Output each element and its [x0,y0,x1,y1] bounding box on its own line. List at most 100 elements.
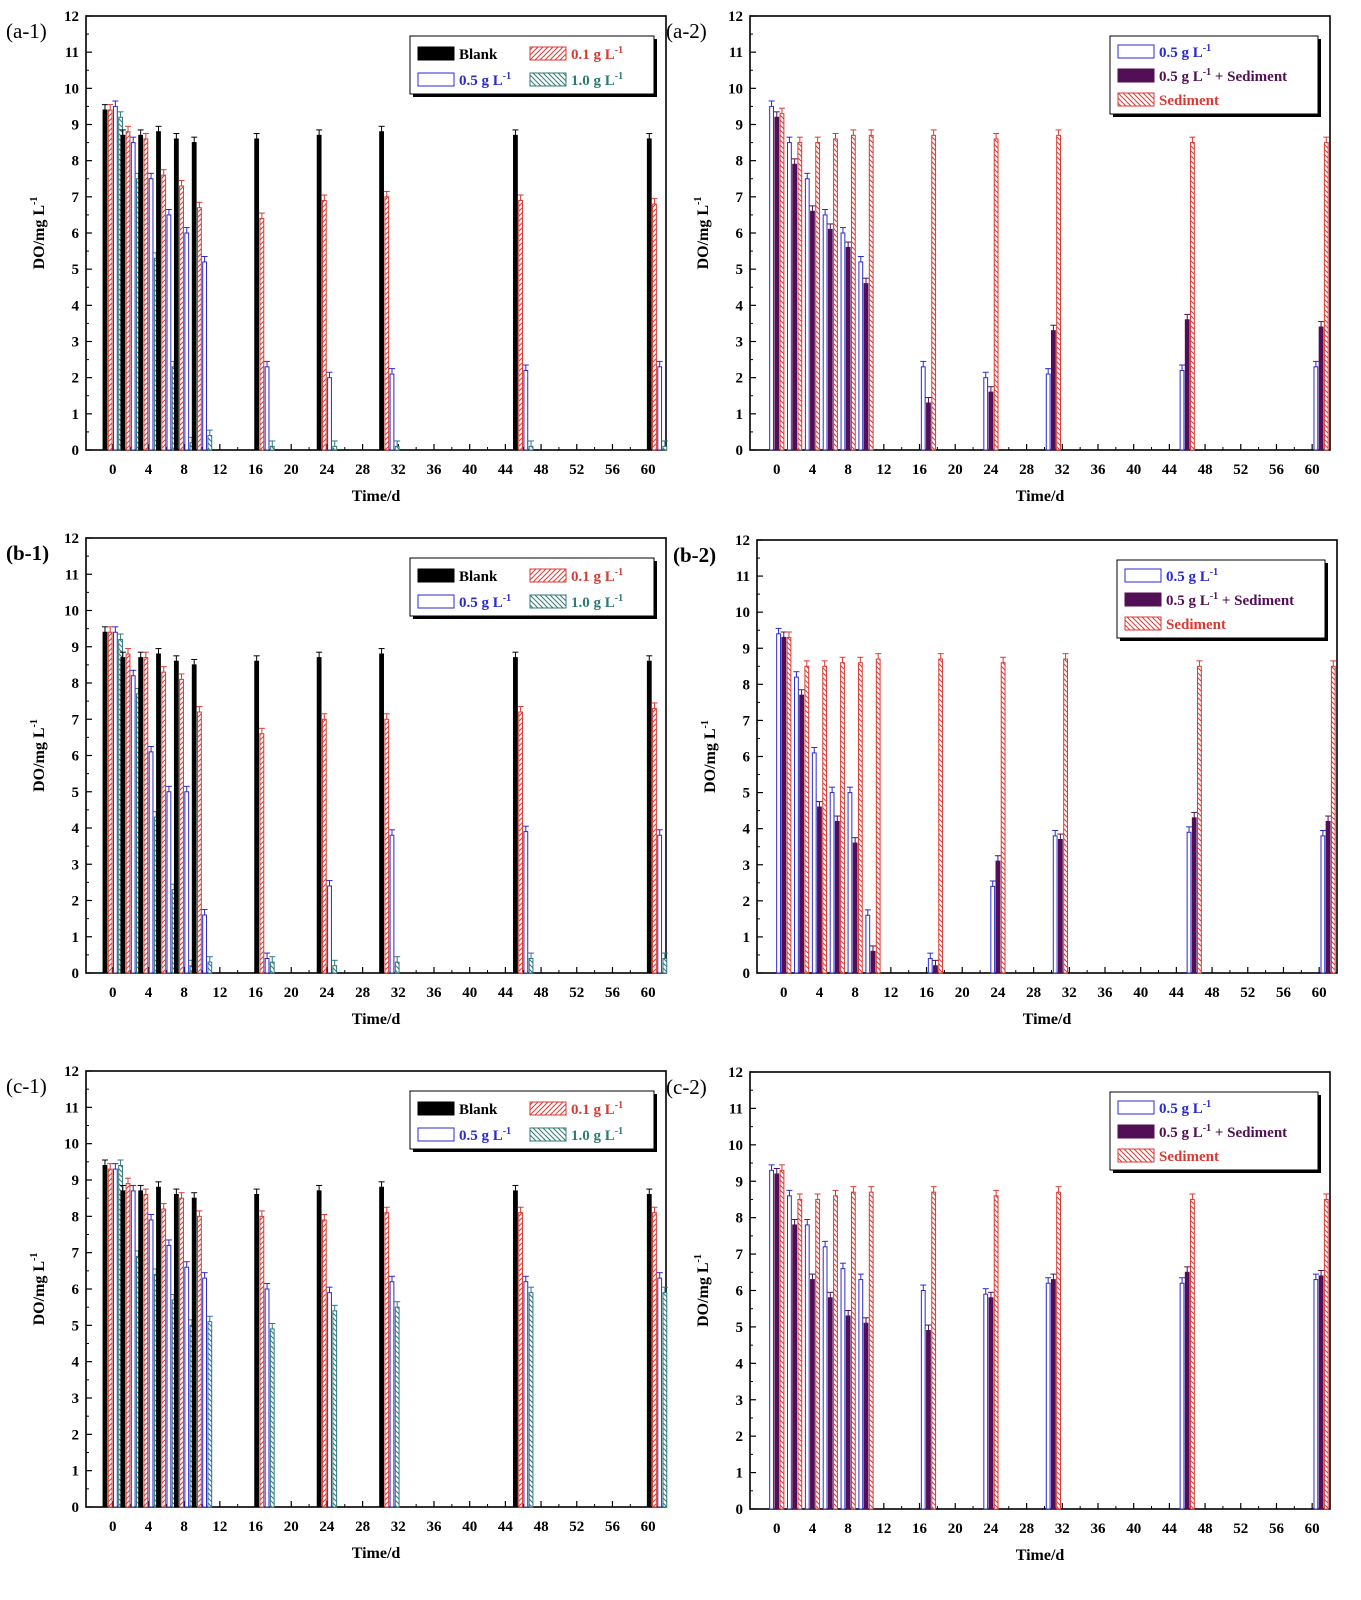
bar-sediment-day-8 [850,134,856,451]
bar-c10-day-17 [269,1328,275,1508]
bar-sediment-day-46 [1190,142,1195,451]
x-tick-label: 44 [498,462,514,478]
bar-sed_combo-day-4 [817,806,822,974]
y-axis-label: DO/mg L-1 [29,197,48,270]
y-axis-label: DO/mg L-1 [693,197,712,270]
bar-sediment-day-61 [1323,1198,1329,1510]
y-tick-label: 4 [743,822,751,838]
legend-swatch [1124,592,1162,607]
bar-blank-day-24 [316,134,322,451]
y-tick-label: 5 [743,786,751,802]
bar-blank-day-0 [102,1164,108,1508]
legend-label: 0.5 g L-1 [1159,43,1211,61]
bar-c10-day-46 [528,445,534,451]
x-tick-label: 32 [391,462,406,478]
bar-sed_combo-day-2 [799,694,805,974]
bar-c05-day-6 [166,214,172,451]
bar-sediment-day-17 [938,658,944,974]
y-tick-label: 12 [64,1064,79,1080]
bar-c01-day-10 [197,207,202,451]
legend-label: 0.5 g L-1 + Sediment [1159,67,1287,85]
bar-c05-day-61 [657,366,663,451]
y-axis-label: DO/mg L-1 [693,1254,712,1327]
bar-sediment-day-8 [850,1191,856,1510]
legend-label: 0.5 g L-1 + Sediment [1166,591,1294,609]
x-tick-label: 36 [427,462,443,478]
x-tick-label: 8 [180,985,188,1001]
bar-c05-day-0 [769,105,774,451]
bar-blank-day-46 [513,1190,518,1508]
bar-blank-day-4 [138,1190,144,1508]
bar-c05-day-17 [927,958,933,974]
bar-c01-day-61 [652,707,657,974]
legend-swatch [417,46,455,61]
y-tick-label: 9 [72,1173,80,1189]
bar-sediment-day-4 [815,1198,821,1510]
bar-c05-day-46 [523,831,529,974]
bar-sediment-day-24 [993,138,999,451]
panel-label: (c-2) [666,1075,707,1099]
x-tick-label: 0 [109,985,117,1001]
legend-label: 0.5 g L-1 [1166,567,1218,585]
x-tick-label: 32 [391,1519,406,1535]
x-tick-label: 12 [212,462,227,478]
bar-c05-day-24 [327,885,332,974]
x-axis-label: Time/d [352,488,401,505]
bar-c01-day-0 [107,631,113,974]
bar-sediment-day-24 [1000,662,1006,974]
x-tick-label: 4 [816,985,824,1001]
x-tick-label: 12 [883,985,898,1001]
x-tick-label: 28 [1026,985,1041,1001]
y-tick-label: 0 [72,966,80,982]
bar-c05-day-8 [840,232,846,451]
y-tick-label: 4 [736,298,744,314]
y-tick-label: 8 [72,676,80,692]
legend-swatch [1117,92,1155,107]
y-tick-label: 2 [72,1427,80,1443]
x-tick-label: 44 [1162,1521,1178,1537]
legend-swatch [417,72,455,87]
bar-blank-day-4 [138,657,144,974]
bar-c01-day-46 [518,199,524,451]
x-tick-label: 56 [1269,462,1285,478]
bar-c05-day-6 [829,792,835,974]
bar-c01-day-0 [107,1168,113,1508]
y-tick-label: 8 [736,154,744,170]
bar-sed_combo-day-2 [792,163,798,451]
bar-blank-day-2 [120,134,126,451]
legend-swatch [1124,616,1162,631]
bar-sed_combo-day-31 [1057,838,1063,974]
y-tick-label: 10 [728,81,743,97]
bar-c05-day-2 [787,142,792,451]
x-tick-label: 56 [1269,1521,1285,1537]
y-tick-label: 4 [736,1356,744,1372]
legend-label: 0.5 g L-1 [459,593,511,611]
bar-c05-day-46 [523,1281,529,1508]
bar-c05-day-10 [865,914,871,974]
bar-c05-day-2 [130,142,136,451]
y-tick-label: 6 [72,749,80,765]
bar-blank-day-6 [156,131,161,451]
bar-c10-day-61 [662,445,668,451]
x-tick-label: 20 [948,462,963,478]
y-tick-label: 7 [736,190,744,206]
bar-c05-day-17 [264,366,270,451]
x-tick-label: 24 [990,985,1006,1001]
bar-c05-day-61 [1313,366,1319,451]
y-tick-label: 2 [736,371,744,387]
x-tick-label: 52 [569,985,584,1001]
legend-swatch [1117,44,1155,59]
x-tick-label: 36 [1098,985,1114,1001]
legend-swatch [529,72,567,87]
x-tick-label: 56 [605,985,621,1001]
bar-c10-day-46 [528,1292,534,1508]
x-tick-label: 32 [1055,462,1070,478]
y-tick-label: 2 [72,371,80,387]
bar-sediment-day-10 [875,658,881,974]
bar-sed_combo-day-17 [926,402,931,451]
bar-c10-day-24 [332,445,338,451]
legend-label: 0.5 g L-1 [459,1126,511,1144]
bar-sediment-day-61 [1330,665,1336,974]
